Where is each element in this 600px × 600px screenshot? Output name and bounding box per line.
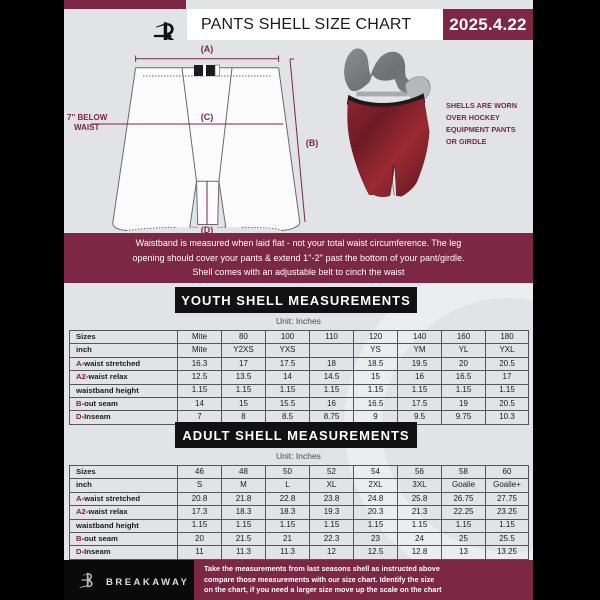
svg-text:(D): (D): [201, 225, 214, 233]
svg-text:WAIST: WAIST: [74, 123, 99, 132]
svg-text:(C): (C): [201, 112, 214, 122]
svg-text:(B): (B): [306, 138, 319, 148]
svg-text:7'' BELOW: 7'' BELOW: [67, 113, 108, 122]
svg-text:(A): (A): [201, 44, 214, 54]
